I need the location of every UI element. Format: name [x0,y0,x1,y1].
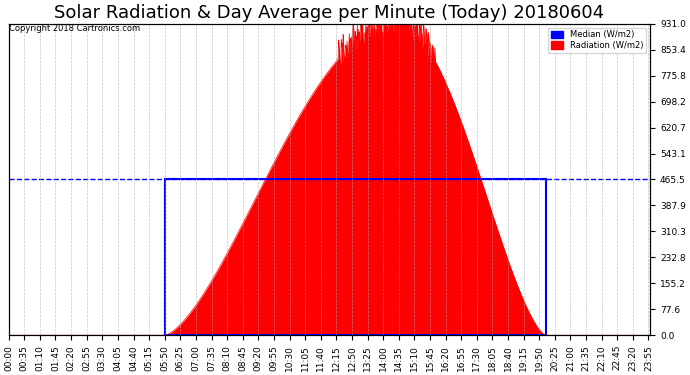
Text: Copyright 2018 Cartronics.com: Copyright 2018 Cartronics.com [9,24,140,33]
Title: Solar Radiation & Day Average per Minute (Today) 20180604: Solar Radiation & Day Average per Minute… [55,4,604,22]
Bar [165,180,546,335]
Legend: Median (W/m2), Radiation (W/m2): Median (W/m2), Radiation (W/m2) [549,28,646,53]
